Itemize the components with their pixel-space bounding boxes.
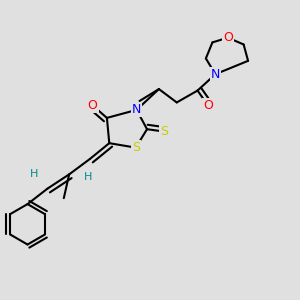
Text: O: O xyxy=(203,99,213,112)
Text: O: O xyxy=(88,99,98,112)
Text: N: N xyxy=(211,68,220,81)
Text: S: S xyxy=(160,125,168,138)
Text: H: H xyxy=(83,172,92,182)
Text: O: O xyxy=(223,31,233,44)
Text: S: S xyxy=(132,141,140,154)
Text: H: H xyxy=(30,169,38,179)
Text: N: N xyxy=(132,103,141,116)
